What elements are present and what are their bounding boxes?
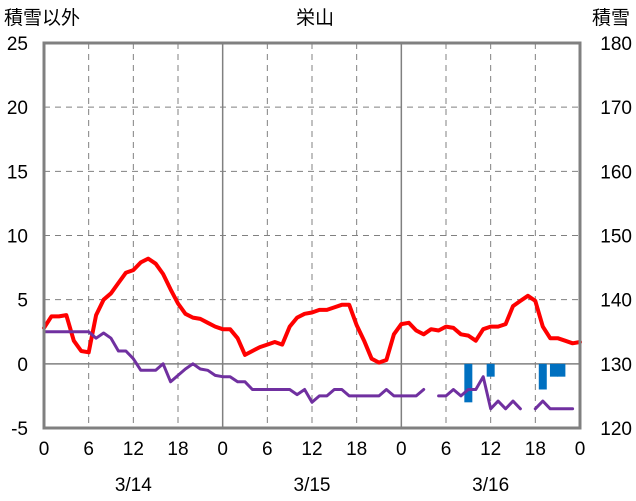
series-line-purple [437, 375, 522, 411]
x-tick-label: 18 [167, 439, 188, 460]
left-tick-label: 20 [7, 98, 28, 119]
date-label: 3/16 [472, 475, 509, 496]
series-line-purple [533, 399, 575, 411]
x-tick-label: 6 [262, 439, 273, 460]
series-line-purple [42, 330, 426, 404]
right-tick-label: 140 [600, 291, 632, 312]
left-axis-title: 積雪以外 [4, 7, 80, 29]
right-axis-title: 積雪 [592, 7, 630, 29]
x-tick-label: 0 [217, 439, 228, 460]
bar [486, 363, 495, 377]
date-label: 3/15 [294, 475, 331, 496]
x-tick-label: 12 [301, 439, 322, 460]
left-tick-label: 0 [17, 355, 28, 376]
left-tick-label: 10 [7, 227, 28, 248]
bar [464, 363, 473, 403]
right-tick-label: 120 [600, 419, 632, 440]
line-series [42, 256, 582, 411]
x-tick-label: 0 [575, 439, 586, 460]
bar [538, 363, 547, 390]
date-label: 3/14 [115, 475, 152, 496]
left-tick-label: -5 [11, 419, 28, 440]
x-tick-label: 6 [83, 439, 94, 460]
plot-frame [42, 41, 582, 430]
left-tick-label: 25 [7, 34, 28, 55]
right-tick-label: 180 [600, 34, 632, 55]
right-tick-label: 170 [600, 98, 632, 119]
right-tick-label: 160 [600, 162, 632, 183]
right-tick-label: 130 [600, 355, 632, 376]
x-tick-label: 12 [123, 439, 144, 460]
left-tick-label: 5 [17, 291, 28, 312]
grid-lines [44, 43, 580, 428]
bar-series [464, 363, 566, 403]
x-tick-label: 6 [441, 439, 452, 460]
x-tick-label: 0 [396, 439, 407, 460]
x-tick-label: 0 [39, 439, 50, 460]
x-tick-label: 12 [480, 439, 501, 460]
right-tick-label: 150 [600, 227, 632, 248]
bar [549, 363, 558, 377]
series-line-red [42, 256, 582, 365]
x-tick-label: 18 [346, 439, 367, 460]
left-tick-label: 15 [7, 162, 28, 183]
bar [557, 363, 566, 377]
x-tick-label: 18 [525, 439, 546, 460]
chart-title: 栄山 [296, 7, 334, 29]
